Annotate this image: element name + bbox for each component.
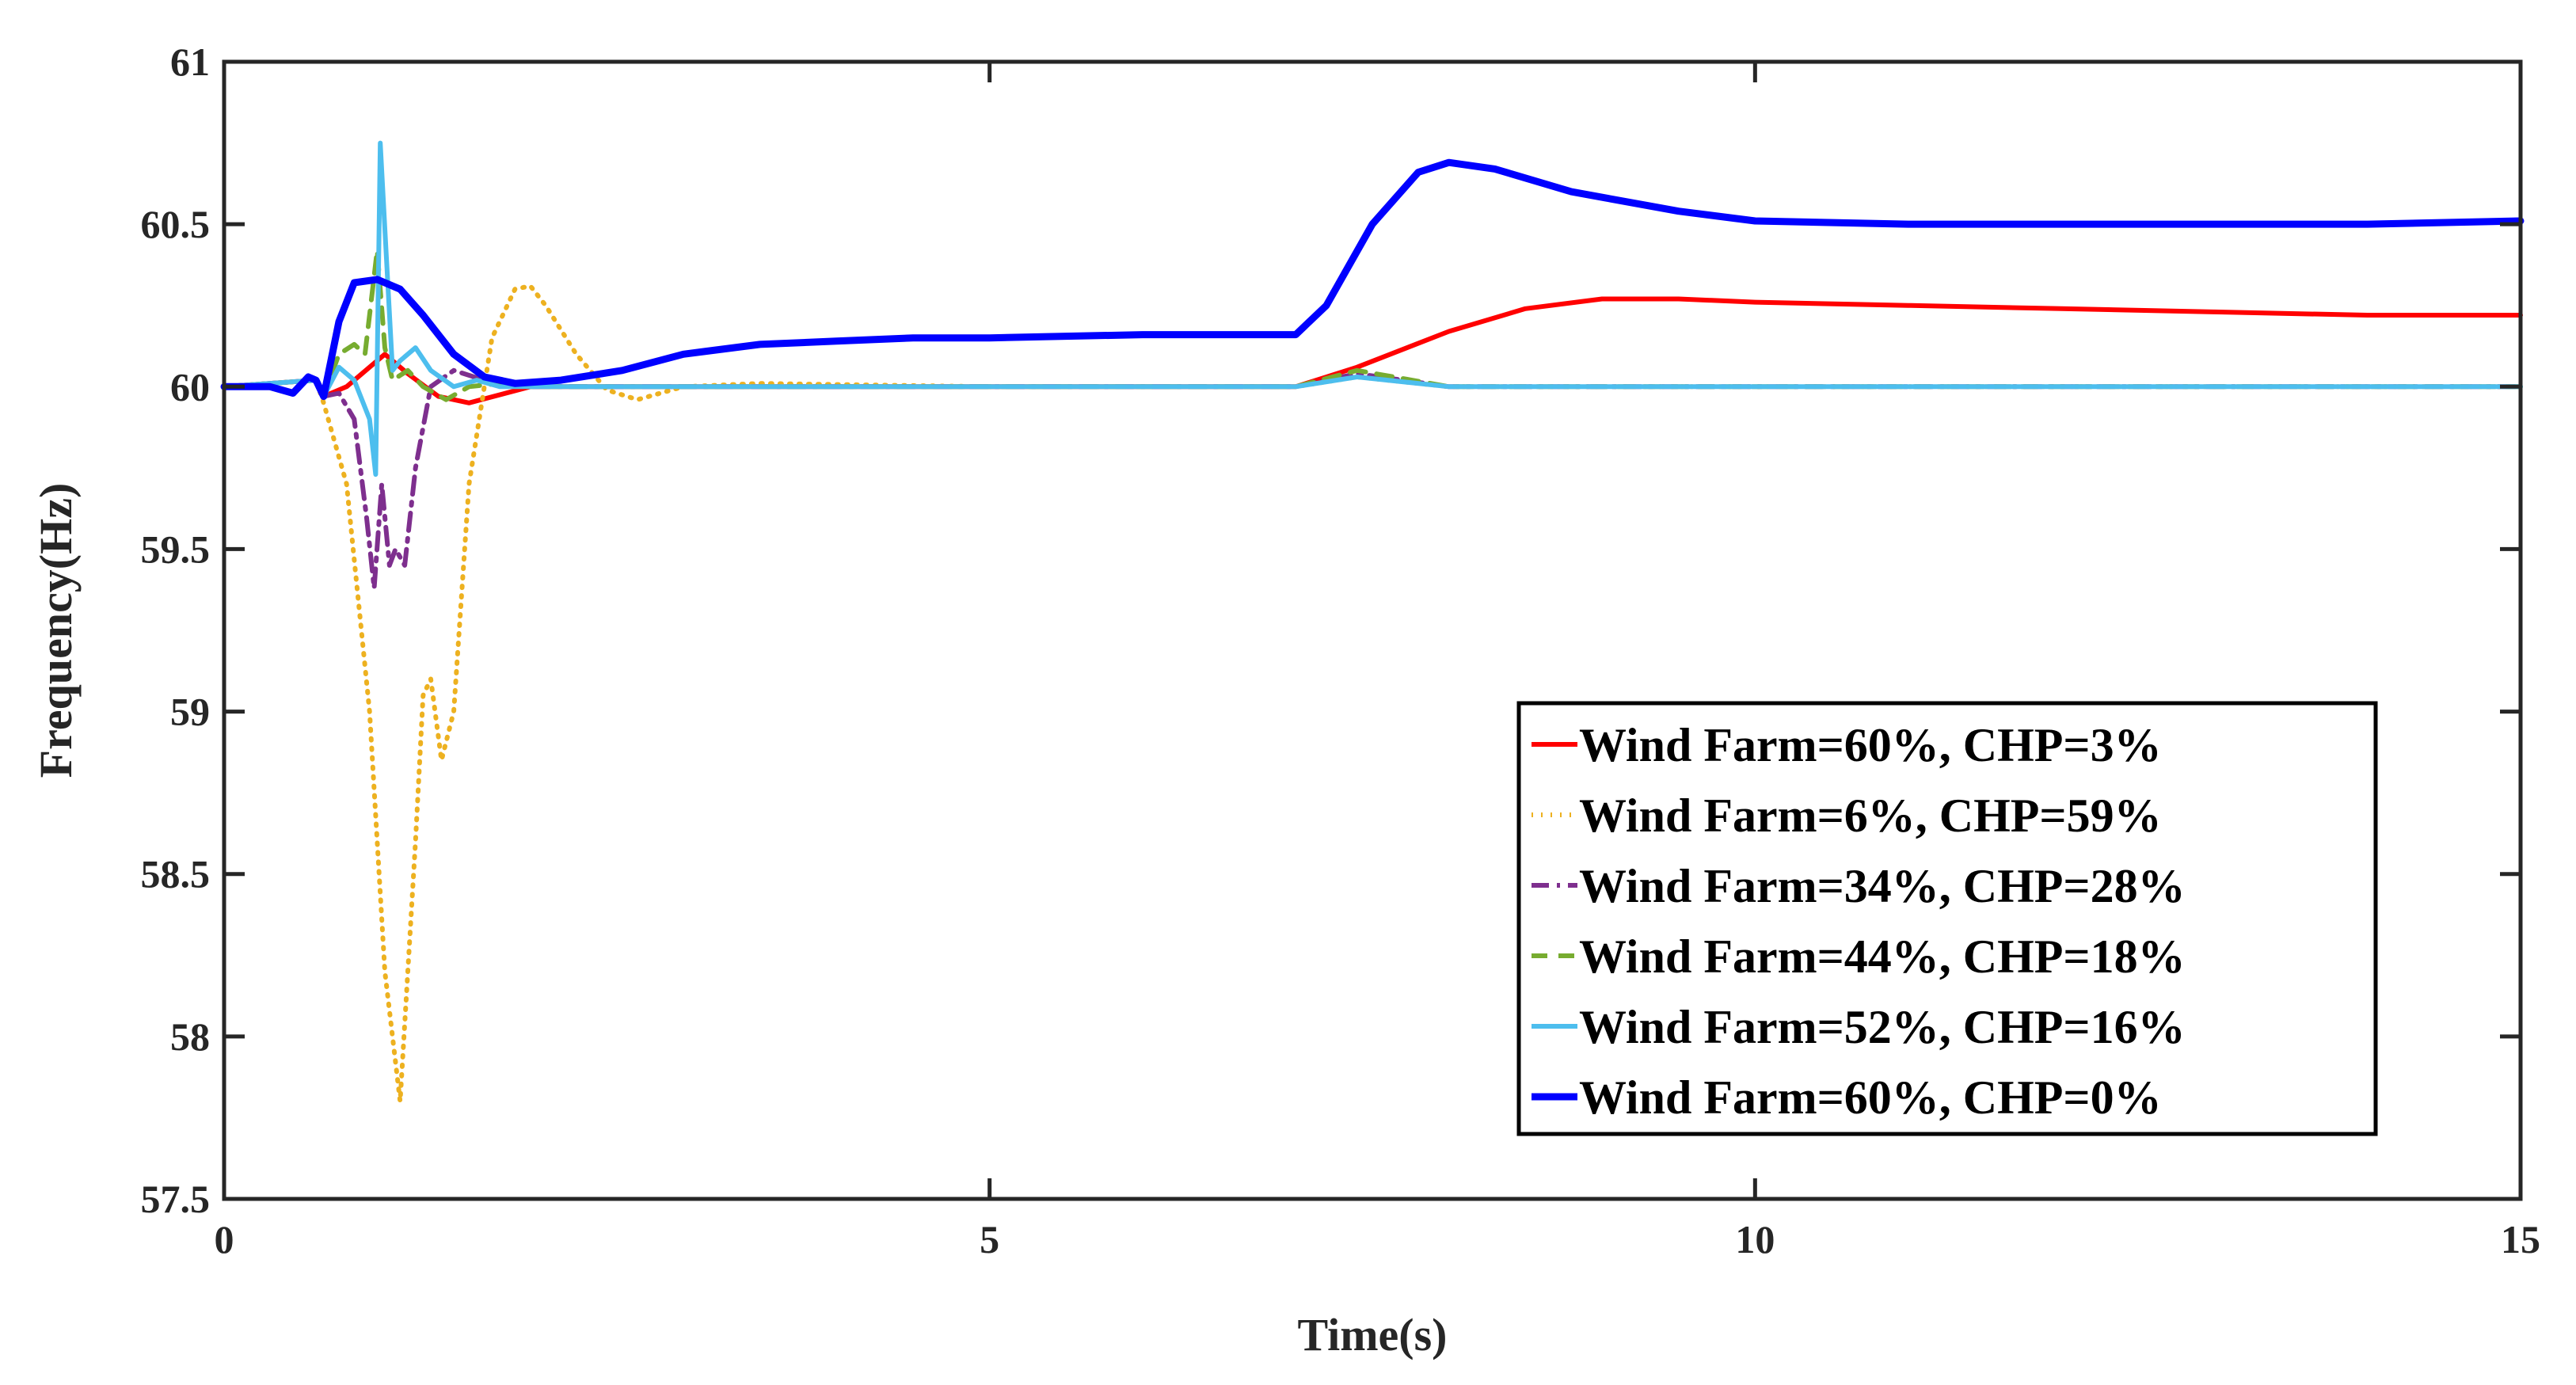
x-tick-label: 15 (2501, 1217, 2540, 1261)
legend-entry-label: Wind Farm=60%, CHP=3% (1579, 719, 2162, 771)
series-layer (220, 140, 2525, 1104)
y-tick-label: 59.5 (141, 527, 211, 571)
y-tick-label: 58.5 (141, 852, 211, 896)
y-tick-label: 60.5 (141, 202, 211, 246)
x-tick-label: 0 (215, 1217, 234, 1261)
legend-entry-label: Wind Farm=52%, CHP=16% (1579, 1001, 2186, 1053)
legend-entry-label: Wind Farm=60%, CHP=0% (1579, 1071, 2162, 1124)
y-tick-label: 57.5 (141, 1177, 211, 1221)
series-line-6 (220, 158, 2525, 401)
legend-box (1516, 701, 2378, 1136)
legend-entry-label: Wind Farm=34%, CHP=28% (1579, 860, 2186, 912)
x-tick-label: 10 (1735, 1217, 1775, 1261)
series-line-3 (222, 367, 2523, 591)
plot-frame (222, 59, 2523, 1201)
y-tick-label: 60 (170, 364, 210, 409)
y-axis-label: Frequency(Hz) (30, 483, 82, 778)
series-line-5 (222, 140, 2523, 478)
y-tick-label: 59 (170, 690, 210, 734)
x-tick-label: 5 (980, 1217, 999, 1261)
ticks-layer: 0 5 10 15 57.5 58 58.5 59 59.5 60 60.5 61 (141, 40, 2541, 1261)
legend-entry-label: Wind Farm=44%, CHP=18% (1579, 930, 2186, 983)
legend: Wind Farm=60%, CHP=3% Wind Farm=6%, CHP=5… (1516, 701, 2378, 1136)
x-axis-label: Time(s) (1297, 1309, 1447, 1360)
y-tick-label: 61 (170, 40, 210, 84)
y-tick-label: 58 (170, 1014, 210, 1059)
legend-entry-label: Wind Farm=6%, CHP=59% (1579, 790, 2162, 842)
